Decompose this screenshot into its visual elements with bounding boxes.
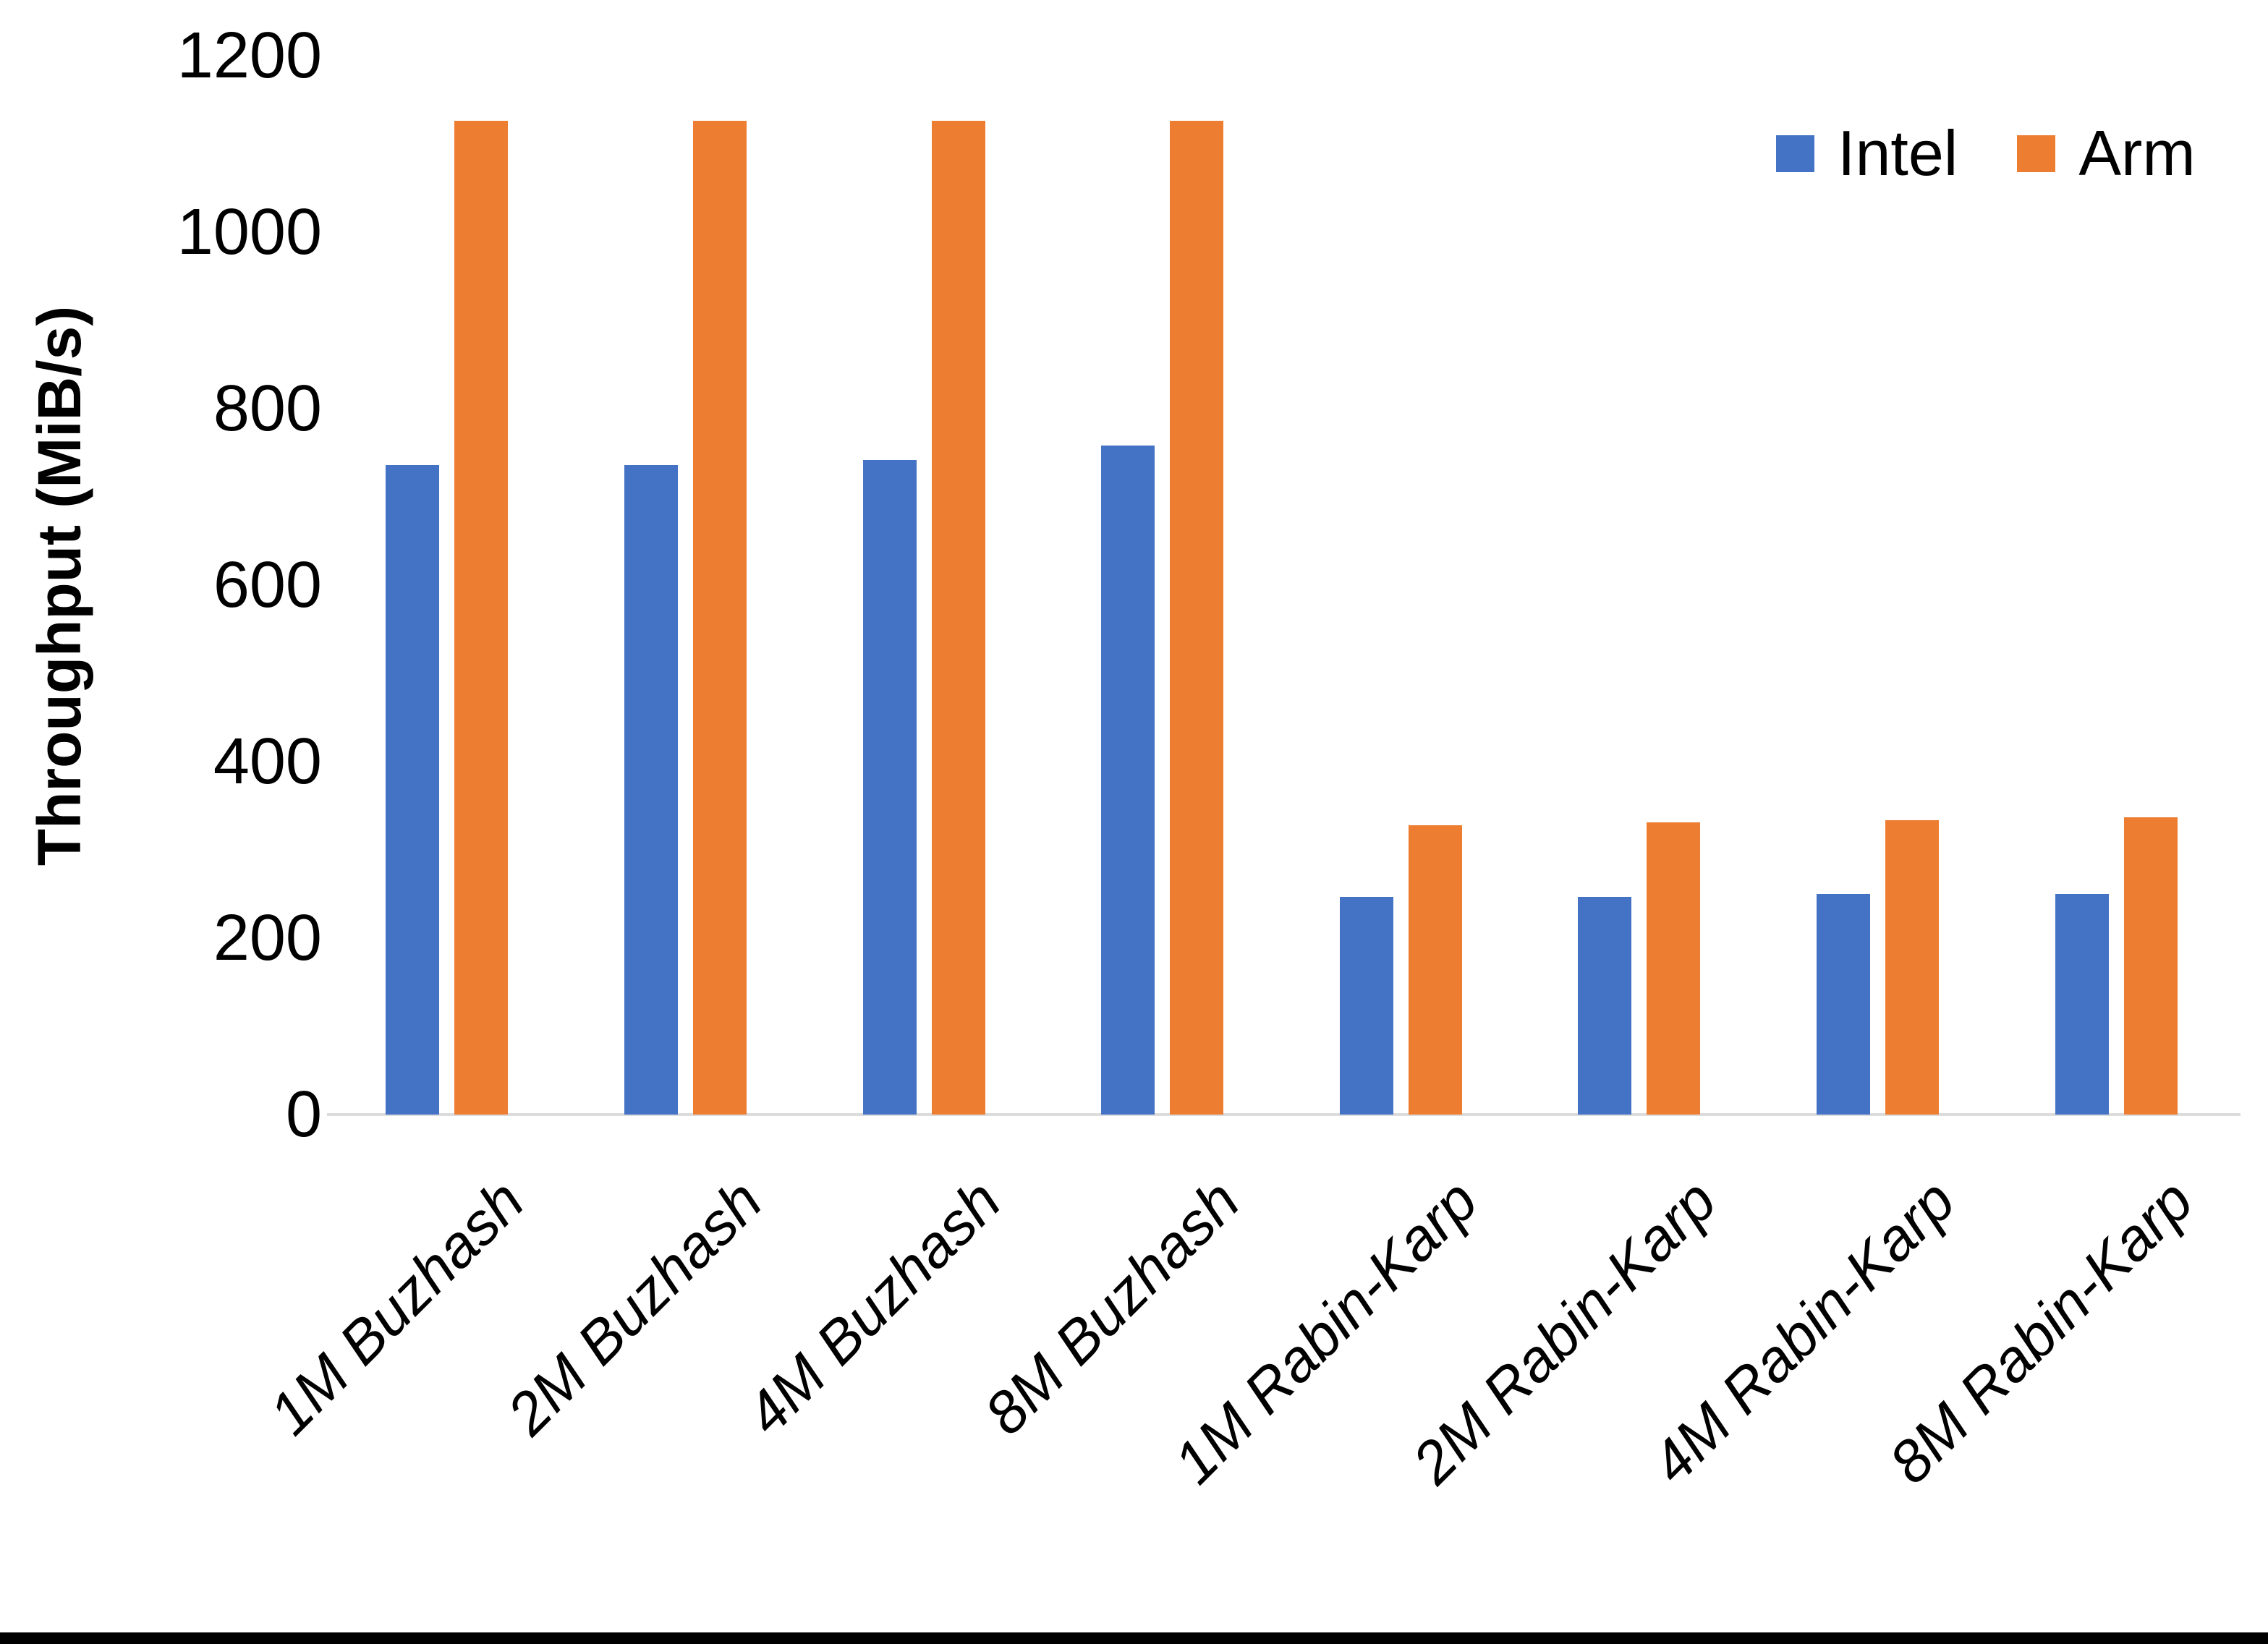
- bar-arm-2m-rabin-karp: [1647, 822, 1700, 1115]
- bar-arm-8m-buzhash: [1170, 121, 1223, 1115]
- x-category-label-1m-buzhash: 1M Buzhash: [257, 1167, 537, 1448]
- x-axis-line: [327, 1113, 2241, 1116]
- y-tick-label-600: 600: [213, 549, 322, 621]
- bar-arm-8m-rabin-karp: [2124, 817, 2178, 1115]
- legend-label-intel: Intel: [1838, 117, 1958, 189]
- y-tick-label-1000: 1000: [177, 196, 322, 268]
- bar-arm-4m-buzhash: [932, 121, 985, 1115]
- bar-arm-1m-rabin-karp: [1409, 825, 1462, 1115]
- legend: Intel Arm: [1776, 122, 2196, 185]
- bar-intel-2m-buzhash: [624, 465, 678, 1115]
- bar-intel-8m-rabin-karp: [2055, 894, 2109, 1115]
- bar-intel-4m-buzhash: [863, 460, 917, 1115]
- bar-arm-1m-buzhash: [454, 121, 508, 1115]
- y-tick-label-200: 200: [213, 902, 322, 974]
- y-tick-label-1200: 1200: [177, 20, 322, 92]
- window-bottom-border: [0, 1632, 2268, 1644]
- bar-intel-1m-rabin-karp: [1340, 897, 1393, 1115]
- y-tick-label-0: 0: [285, 1078, 322, 1151]
- bar-arm-2m-buzhash: [693, 121, 747, 1115]
- legend-entry-intel: Intel: [1776, 122, 1958, 185]
- legend-entry-arm: Arm: [2017, 117, 2196, 189]
- bar-intel-8m-buzhash: [1101, 446, 1155, 1115]
- arm-series-swatch: [2017, 135, 2056, 172]
- y-tick-label-800: 800: [213, 372, 322, 445]
- y-tick-label-400: 400: [213, 725, 322, 798]
- legend-label-arm: Arm: [2078, 117, 2196, 189]
- bar-intel-2m-rabin-karp: [1578, 897, 1631, 1115]
- bar-arm-4m-rabin-karp: [1885, 820, 1939, 1115]
- intel-series-swatch: [1776, 135, 1814, 172]
- bar-intel-4m-rabin-karp: [1817, 894, 1870, 1115]
- bar-intel-1m-buzhash: [386, 465, 439, 1115]
